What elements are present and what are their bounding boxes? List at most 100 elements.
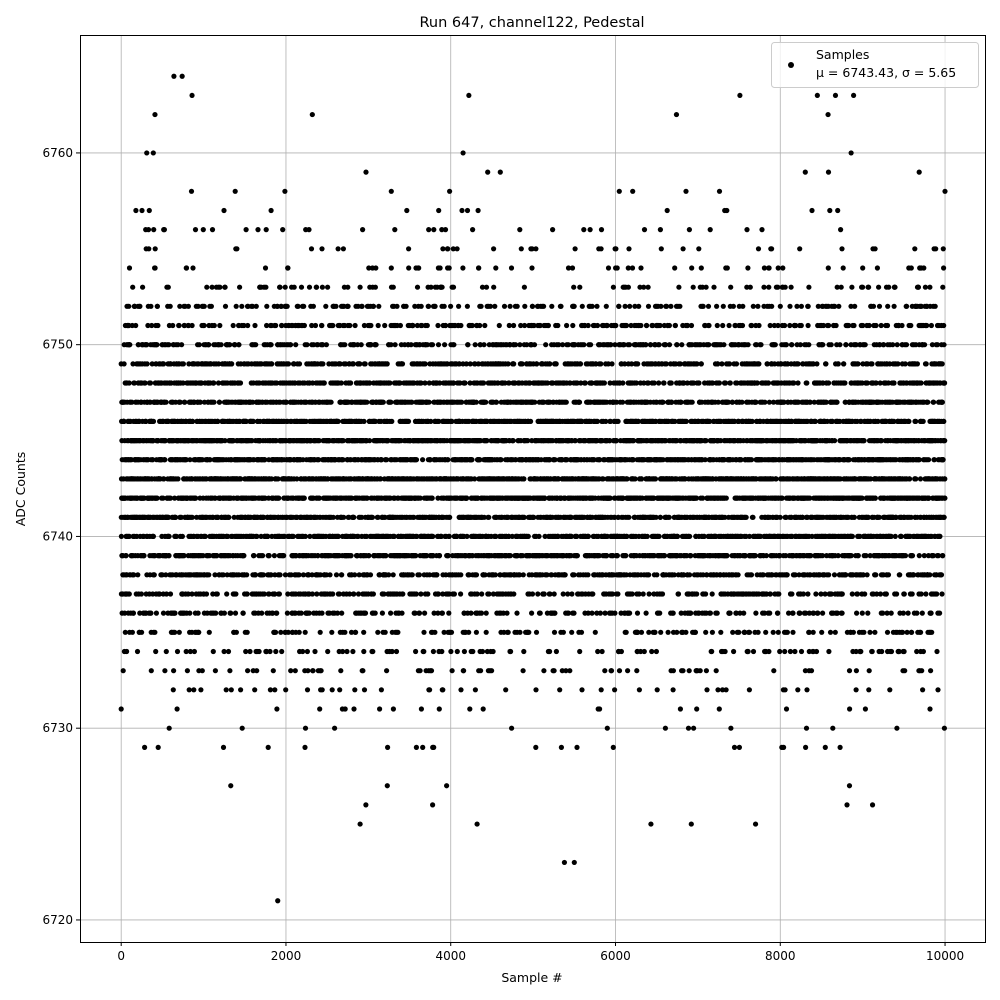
sample-point: [252, 322, 258, 329]
sample-point: [217, 322, 223, 329]
sample-point: [177, 399, 183, 405]
sample-point: [312, 322, 319, 329]
sample-point: [271, 553, 277, 559]
sample-point: [284, 610, 290, 616]
sample-point: [280, 227, 286, 233]
sample-point: [213, 610, 219, 616]
sample-point: [357, 361, 363, 367]
sample-point: [163, 572, 169, 578]
sample-point: [296, 361, 303, 367]
sample-point: [139, 629, 145, 635]
sample-point: [216, 361, 222, 367]
sample-point: [390, 284, 396, 290]
sample-point: [470, 648, 476, 655]
sample-point: [319, 610, 325, 616]
sample-point: [361, 687, 368, 693]
sample-point: [296, 629, 302, 635]
sample-point: [510, 322, 517, 329]
sample-point: [483, 610, 489, 616]
sample-point: [253, 303, 259, 309]
sample-point: [431, 744, 437, 751]
sample-point: [266, 553, 272, 559]
sample-point: [507, 553, 513, 559]
sample-point: [121, 418, 127, 424]
sample-point: [270, 668, 276, 674]
sample-point: [233, 303, 239, 309]
sample-point: [191, 648, 197, 655]
sample-point: [338, 668, 344, 674]
sample-point: [129, 399, 135, 405]
sample-point: [418, 591, 424, 597]
sample-point: [430, 648, 436, 655]
sample-point: [189, 591, 195, 597]
sample-point: [203, 591, 210, 597]
sample-point: [150, 457, 156, 463]
sample-point: [489, 668, 495, 674]
sample-point: [395, 629, 401, 635]
sample-point: [518, 246, 524, 252]
sample-point: [511, 591, 517, 597]
sample-point: [302, 533, 308, 540]
sample-point: [522, 303, 528, 309]
sample-point: [454, 246, 460, 252]
sample-point: [459, 399, 465, 405]
sample-point: [390, 706, 396, 712]
sample-point: [204, 284, 210, 290]
sample-point: [174, 706, 180, 712]
sample-point: [154, 495, 160, 501]
sample-point: [353, 629, 359, 635]
sample-point: [190, 265, 196, 271]
sample-point: [490, 648, 496, 655]
sample-point: [466, 629, 472, 635]
sample-point: [478, 303, 484, 309]
sample-point: [498, 457, 504, 463]
sample-point: [420, 744, 426, 751]
sample-point: [146, 207, 152, 214]
sample-point: [131, 380, 137, 386]
sample-point: [501, 303, 508, 309]
sample-point: [323, 303, 329, 309]
sample-point: [221, 207, 227, 214]
sample-point: [146, 246, 152, 252]
sample-point: [388, 265, 394, 271]
sample-point: [223, 687, 229, 693]
sample-point: [239, 303, 245, 309]
sample-point: [393, 648, 400, 655]
sample-point: [520, 668, 526, 674]
sample-point: [152, 629, 158, 635]
sample-point: [387, 380, 393, 386]
sample-point: [228, 610, 234, 616]
sample-point: [435, 322, 441, 329]
sample-point: [394, 303, 400, 309]
sample-point: [370, 591, 376, 597]
sample-point: [160, 610, 167, 616]
sample-point: [173, 533, 180, 540]
sample-point: [301, 303, 307, 309]
sample-point: [130, 361, 136, 367]
sample-point: [292, 668, 298, 674]
sample-point: [431, 227, 437, 233]
sample-point: [215, 380, 222, 386]
sample-point: [200, 227, 206, 233]
sample-point: [141, 553, 147, 559]
sample-point: [238, 687, 244, 693]
sample-point: [348, 380, 354, 386]
sample-point: [152, 265, 158, 271]
sample-point: [310, 668, 316, 674]
sample-point: [155, 322, 161, 329]
sample-point: [226, 514, 232, 520]
sample-point: [351, 591, 357, 597]
sample-point: [161, 476, 167, 482]
sample-point: [329, 629, 335, 635]
sample-point: [313, 284, 320, 290]
sample-point: [127, 342, 133, 348]
sample-point: [479, 591, 485, 597]
sample-point: [207, 457, 213, 463]
sample-point: [348, 553, 354, 559]
sample-point: [379, 610, 385, 616]
sample-point: [131, 572, 137, 578]
sample-point: [288, 342, 294, 348]
sample-point: [225, 648, 232, 655]
sample-point: [352, 687, 358, 693]
sample-point: [399, 610, 405, 616]
